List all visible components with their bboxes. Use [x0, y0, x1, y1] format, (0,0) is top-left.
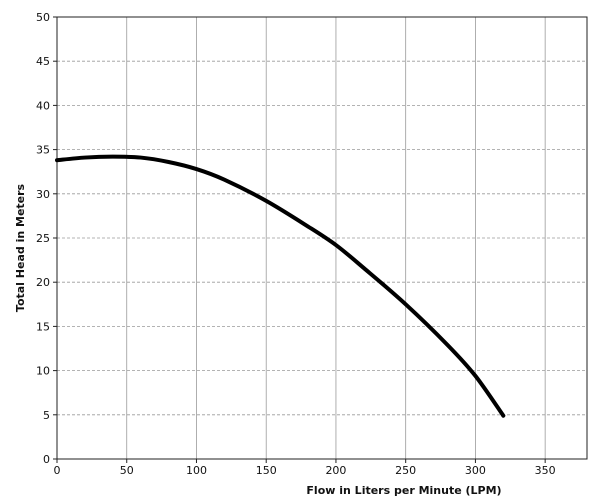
x-axis-ticks: 0 50 100 150 200 250 300 350	[54, 459, 556, 477]
y-tick-label-1: 5	[43, 409, 50, 422]
y-axis-title: Total Head in Meters	[14, 183, 27, 312]
grid	[57, 17, 587, 459]
y-tick-label-9: 45	[36, 55, 50, 68]
series-layer	[55, 154, 506, 418]
x-tick-label-0: 0	[54, 464, 61, 477]
y-tick-label-5: 25	[36, 232, 50, 245]
y-tick-label-0: 0	[43, 453, 50, 466]
y-tick-label-2: 10	[36, 365, 50, 378]
x-tick-label-2: 100	[186, 464, 207, 477]
y-axis-ticks: 0 5 10 15 20 25 30 35 40 45 50	[36, 11, 57, 466]
x-tick-label-3: 150	[256, 464, 277, 477]
y-tick-label-3: 15	[36, 320, 50, 333]
y-tick-label-7: 35	[36, 144, 50, 157]
y-tick-label-4: 20	[36, 276, 50, 289]
x-tick-label-5: 250	[395, 464, 416, 477]
x-tick-label-6: 300	[465, 464, 486, 477]
x-tick-label-1: 50	[120, 464, 134, 477]
series-line-0	[55, 154, 506, 418]
y-tick-label-6: 30	[36, 188, 50, 201]
x-tick-label-7: 350	[535, 464, 556, 477]
y-tick-label-8: 40	[36, 99, 50, 112]
x-axis-title: Flow in Liters per Minute (LPM)	[306, 484, 501, 497]
y-tick-label-10: 50	[36, 11, 50, 24]
x-tick-label-4: 200	[325, 464, 346, 477]
